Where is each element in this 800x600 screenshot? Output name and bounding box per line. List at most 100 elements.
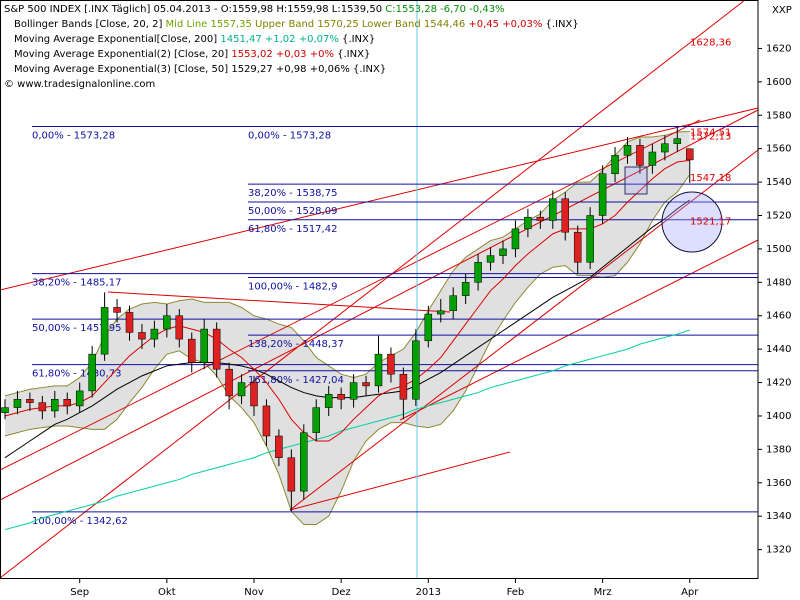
legend-text: Bollinger Bands [Close, 20, 2] (14, 19, 166, 30)
candle-body (412, 340, 420, 400)
legend-text: C:1553,28 -6,70 -0,43% (385, 4, 504, 15)
candle-body (636, 145, 644, 166)
fib-label: 38,20% - 1485,17 (32, 278, 121, 289)
candle-body (673, 138, 682, 144)
candle-body (648, 151, 657, 166)
trend-line (289, 149, 759, 511)
legend-line: Moving Average Exponential(2) [Close, 20… (14, 49, 370, 60)
legend-text: Upper Band 1570,25 Lower Band 1544,46 (255, 19, 468, 30)
legend-text: 1553,02 +0,03 +0% (231, 49, 337, 60)
legend-text: S&P 500 INDEX [.INX Täglich] 05.04.2013 … (4, 4, 385, 15)
x-tick-label: 2013 (416, 587, 441, 598)
candle-body (138, 332, 146, 340)
fib-label: 100,00% - 1482,9 (248, 281, 337, 292)
trend-lines (0, 0, 759, 579)
legend-text: +0,45 +0,03% (468, 19, 545, 30)
candle-body (125, 312, 134, 333)
candle-body (324, 393, 333, 408)
box-annotation (624, 166, 648, 195)
x-tick-label: Mrz (594, 587, 612, 598)
candle-body (13, 399, 22, 408)
y-tick-label: 1580 (766, 110, 791, 121)
y-tick-label: 1360 (766, 478, 791, 489)
y-tick-label: 1380 (766, 444, 791, 455)
moving-average (4, 159, 690, 442)
fib-label: 38,20% - 1538,75 (248, 188, 337, 199)
candle-body (586, 215, 594, 263)
y-tick-label: 1460 (766, 311, 791, 322)
candle-body (499, 248, 507, 256)
candle-body (524, 216, 532, 230)
candle-body (374, 353, 383, 387)
fib-label: 50,00% - 1457,95 (32, 323, 121, 334)
trend-line (289, 451, 511, 511)
candle-body (212, 328, 221, 370)
candle-body (88, 353, 96, 392)
candle-body (437, 310, 445, 315)
candle-body (188, 338, 196, 363)
y-tick-label: 1400 (766, 411, 791, 422)
candle-body (511, 228, 520, 250)
moving-average (4, 329, 690, 531)
price-annotation: 1628,36 (690, 37, 731, 48)
candle-body (561, 198, 569, 233)
y-axis-label: XXP (772, 5, 792, 16)
candle-body (549, 198, 557, 221)
legend-text: {.INX} (546, 19, 579, 30)
trend-line (0, 119, 701, 471)
fib-label: 138,20% - 1448,37 (248, 339, 344, 350)
candle-body (536, 216, 545, 221)
legend-text: Moving Average Exponential[Close, 200] (14, 34, 220, 45)
candle-body (362, 382, 370, 387)
legend-text: © www.tradesignalonline.com (4, 79, 155, 90)
y-tick-label: 1500 (766, 244, 791, 255)
x-tick-label: Nov (244, 587, 264, 598)
candle-body (163, 315, 171, 330)
trend-line (107, 291, 451, 313)
candle-body (63, 399, 71, 407)
fib-label: 0,00% - 1573,28 (248, 130, 331, 141)
fib-label: 100,00% - 1342,62 (32, 516, 128, 527)
fib-label: 61,80% - 1517,42 (248, 224, 337, 235)
candle-body (312, 407, 320, 433)
candle-body (598, 173, 607, 216)
legend-line: © www.tradesignalonline.com (4, 79, 155, 90)
candle-body (262, 405, 271, 437)
x-tick-label: Apr (681, 587, 699, 598)
y-tick-label: 1420 (766, 378, 791, 389)
candle-body (686, 148, 694, 161)
legend: S&P 500 INDEX [.INX Täglich] 05.04.2013 … (4, 4, 579, 90)
candle-body (38, 402, 47, 412)
candle-body (300, 432, 308, 492)
candle-body (424, 313, 433, 342)
candle-body (611, 155, 619, 174)
candle-body (275, 435, 283, 458)
legend-text: {.INX} (342, 34, 375, 45)
fib-label: 61,80% - 1430,73 (32, 369, 121, 380)
x-tick-label: Sep (70, 587, 89, 598)
legend-text: Mid Line 1557,35 (166, 19, 255, 30)
indicator-layer (4, 159, 691, 531)
candle-body (1, 407, 9, 413)
candle-body (200, 328, 208, 363)
candle-body (26, 399, 34, 403)
y-tick-label: 1520 (766, 210, 791, 221)
candle-body (175, 315, 184, 340)
legend-line: Moving Average Exponential(3) [Close, 50… (14, 64, 386, 75)
candle-body (474, 262, 482, 283)
trend-line (0, 0, 746, 579)
y-tick-label: 1620 (766, 43, 791, 54)
x-tick-label: Feb (507, 587, 525, 598)
plot-frame (0, 0, 759, 579)
price-annotation: 1572,13 (690, 131, 731, 142)
circle-annotation (661, 191, 723, 253)
candle-body (387, 353, 395, 375)
candle-body (225, 368, 233, 397)
legend-line: Moving Average Exponential[Close, 200] 1… (14, 34, 375, 45)
trend-line (0, 109, 759, 501)
candle-body (486, 255, 495, 263)
y-tick-label: 1480 (766, 277, 791, 288)
legend-text: Moving Average Exponential(3) [Close, 50… (14, 64, 386, 75)
candle-body (337, 393, 345, 400)
